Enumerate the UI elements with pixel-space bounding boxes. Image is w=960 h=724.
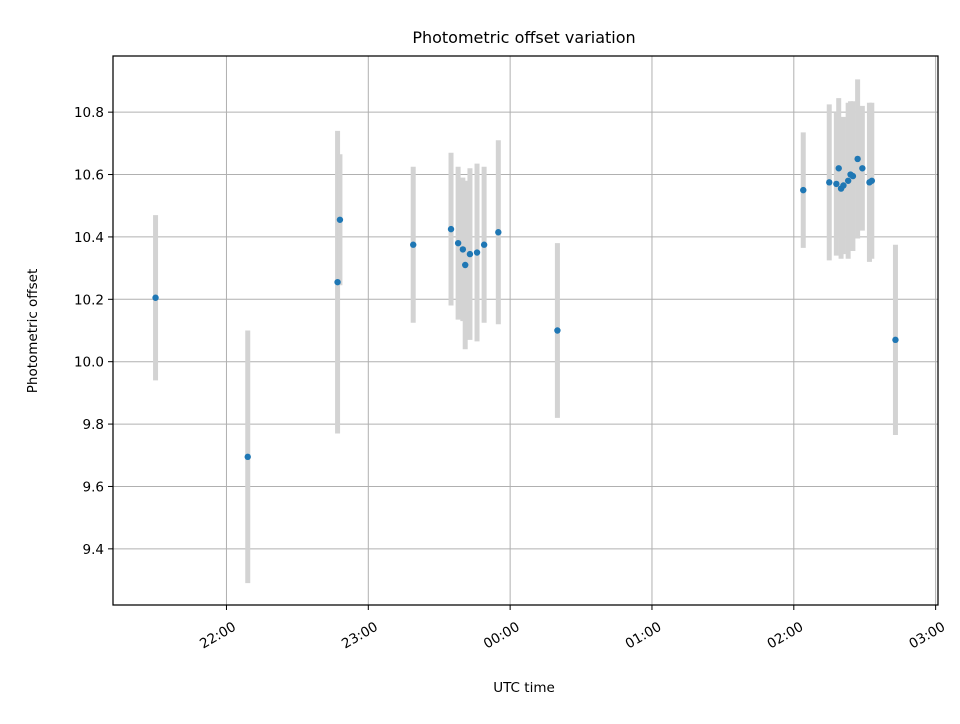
y-axis-label: Photometric offset	[25, 269, 41, 393]
data-point	[495, 229, 502, 236]
data-point	[244, 453, 251, 461]
data-point	[480, 241, 488, 248]
data-point	[844, 177, 852, 184]
data-point	[152, 294, 159, 301]
data-point	[868, 177, 876, 184]
data-point	[840, 182, 847, 189]
data-point	[826, 179, 833, 186]
grid-layer	[113, 56, 938, 605]
data-point	[800, 186, 807, 194]
data-point	[462, 261, 469, 269]
data-point	[473, 249, 481, 256]
data-point	[334, 278, 341, 286]
y-tick-label: 10.8	[74, 105, 104, 121]
plot-frame	[112, 55, 939, 606]
data-point	[466, 250, 474, 258]
y-tick-label: 9.8	[83, 417, 104, 433]
data-point	[410, 241, 417, 248]
data-point	[833, 180, 840, 188]
y-tick-label: 10.4	[74, 230, 104, 246]
y-tick-label: 10.2	[74, 292, 104, 308]
data-point	[336, 216, 344, 223]
data-point	[859, 165, 866, 172]
x-axis-label: UTC time	[493, 680, 555, 696]
y-tick-label: 10.6	[74, 168, 104, 184]
y-tick-label: 10.0	[74, 355, 104, 371]
data-point	[454, 239, 462, 247]
data-point	[892, 336, 899, 344]
data-point	[854, 155, 861, 163]
data-point	[849, 172, 857, 180]
data-point	[459, 246, 467, 253]
chart-title: Photometric offset variation	[412, 28, 635, 47]
y-tick-label: 9.6	[83, 479, 104, 495]
data-point	[447, 225, 455, 233]
point-layer	[152, 155, 899, 461]
y-tick-label: 9.4	[83, 542, 104, 558]
data-point	[554, 327, 561, 334]
data-point	[835, 165, 842, 172]
